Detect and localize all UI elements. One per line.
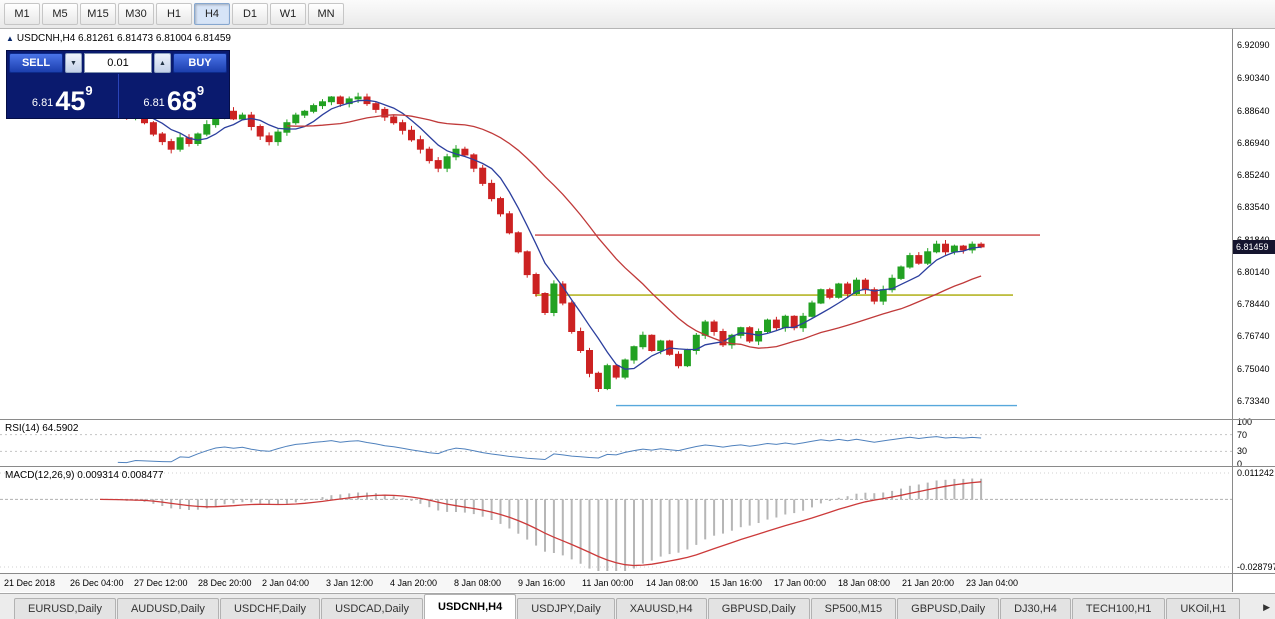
panel-divider[interactable] <box>0 419 1275 420</box>
time-axis-label: 21 Jan 20:00 <box>902 578 955 588</box>
buy-price-sup: 9 <box>196 83 205 98</box>
price-axis-label: 6.83540 <box>1237 202 1270 212</box>
price-axis-label: 6.92090 <box>1237 40 1270 50</box>
chart-tab-usdcnh-h4[interactable]: USDCNH,H4 <box>424 594 517 619</box>
chart-tab-sp500-m15[interactable]: SP500,M15 <box>810 598 897 619</box>
chart-tab-xauusd-h4[interactable]: XAUUSD,H4 <box>615 598 707 619</box>
time-axis-label: 2 Jan 04:00 <box>262 578 310 588</box>
volume-dropdown-icon[interactable]: ▼ <box>65 53 82 73</box>
macd-axis-label: -0.028797 <box>1237 562 1275 572</box>
time-axis-label: 14 Jan 08:00 <box>646 578 699 588</box>
buy-price-display[interactable]: 6.81 68 9 <box>117 74 230 118</box>
macd-axis-label: 0.011242 <box>1237 468 1274 478</box>
rsi-axis-label: 100 <box>1237 417 1253 427</box>
price-axis-label: 6.75040 <box>1237 364 1270 374</box>
chart-title: ▲ USDCNH,H4 6.81261 6.81473 6.81004 6.814… <box>6 33 231 44</box>
axis-divider <box>1232 29 1233 592</box>
time-axis-label: 27 Dec 12:00 <box>134 578 188 588</box>
tab-scroll-right-icon[interactable]: ▶ <box>1263 602 1270 612</box>
time-axis-label: 3 Jan 12:00 <box>326 578 374 588</box>
chart-workspace: ▲ USDCNH,H4 6.81261 6.81473 6.81004 6.814… <box>0 29 1275 593</box>
price-axis-label: 6.80140 <box>1237 267 1270 277</box>
sell-price-big: 45 <box>55 85 86 116</box>
chart-tab-audusd-daily[interactable]: AUDUSD,Daily <box>116 598 219 619</box>
chart-tab-usdjpy-daily[interactable]: USDJPY,Daily <box>517 598 615 619</box>
price-axis-label: 6.76740 <box>1237 331 1270 341</box>
timeframe-button-m5[interactable]: M5 <box>42 3 78 25</box>
timeframe-toolbar: M1 M5 M15 M30 H1 H4 D1 W1 MN <box>0 0 1275 29</box>
chart-tab-usdchf-daily[interactable]: USDCHF,Daily <box>219 598 321 619</box>
time-axis-label: 21 Dec 2018 <box>4 578 56 588</box>
volume-up-icon[interactable]: ▲ <box>154 53 171 73</box>
macd-chart[interactable] <box>0 467 1232 573</box>
price-axis: 6.92090 6.90340 6.88640 6.86940 6.85240 6.835… <box>1233 29 1275 592</box>
time-axis-label: 15 Jan 16:00 <box>710 578 763 588</box>
price-axis-label: 6.85240 <box>1237 170 1270 180</box>
price-axis-label: 6.73340 <box>1237 396 1270 406</box>
volume-field-wrap <box>84 53 152 73</box>
chart-tab-gbpusd-daily[interactable]: GBPUSD,Daily <box>707 598 810 619</box>
panel-divider[interactable] <box>0 466 1275 467</box>
price-axis-label: 6.86940 <box>1237 138 1270 148</box>
chart-symbol-period: USDCNH,H4 <box>16 33 76 44</box>
candlestick-chart[interactable] <box>0 29 1232 419</box>
chart-tab-dj30-h4[interactable]: DJ30,H4 <box>1000 598 1071 619</box>
price-axis-label: 6.88640 <box>1237 106 1270 116</box>
sell-price-display[interactable]: 6.81 45 9 <box>7 74 118 118</box>
time-axis-label: 28 Dec 20:00 <box>198 578 252 588</box>
timeframe-button-m15[interactable]: M15 <box>80 3 116 25</box>
time-axis-label: 23 Jan 04:00 <box>966 578 1019 588</box>
chart-ohlc-values: 6.81261 6.81473 6.81004 6.81459 <box>78 33 231 44</box>
timeframe-button-h1[interactable]: H1 <box>156 3 192 25</box>
time-axis-label: 26 Dec 04:00 <box>70 578 124 588</box>
rsi-axis-label: 0 <box>1237 459 1243 469</box>
time-axis-label: 18 Jan 08:00 <box>838 578 891 588</box>
buy-price-small: 6.81 <box>143 97 165 109</box>
chart-tab-ukoil-h1[interactable]: UKOil,H1 <box>1166 598 1241 619</box>
time-axis-label: 8 Jan 08:00 <box>454 578 502 588</box>
sell-price-sup: 9 <box>85 83 93 98</box>
macd-label: MACD(12,26,9) 0.009314 0.008477 <box>5 470 164 481</box>
timeframe-button-mn[interactable]: MN <box>308 3 344 25</box>
timeframe-button-h4[interactable]: H4 <box>194 3 230 25</box>
chart-tab-bar: EURUSD,Daily AUDUSD,Daily USDCHF,Daily USDC… <box>0 593 1275 619</box>
chart-tab-eurusd-daily[interactable]: EURUSD,Daily <box>14 598 116 619</box>
chart-tab-usdcad-daily[interactable]: USDCAD,Daily <box>321 598 424 619</box>
chart-tab-tech100-h1[interactable]: TECH100,H1 <box>1071 598 1166 619</box>
timeframe-button-w1[interactable]: W1 <box>270 3 306 25</box>
time-axis-label: 11 Jan 00:00 <box>582 578 634 588</box>
chart-marker-icon: ▲ <box>6 34 14 43</box>
time-axis: 21 Dec 2018 26 Dec 04:00 27 Dec 12:00 28 De… <box>0 574 1232 592</box>
buy-price-big: 68 <box>166 85 197 116</box>
timeframe-button-d1[interactable]: D1 <box>232 3 268 25</box>
rsi-chart[interactable] <box>0 420 1232 466</box>
time-axis-label: 17 Jan 00:00 <box>774 578 827 588</box>
current-price-badge: 6.81459 <box>1233 240 1275 254</box>
chart-tab-gbpusd-daily[interactable]: GBPUSD,Daily <box>897 598 1000 619</box>
main-chart-panel[interactable]: ▲ USDCNH,H4 6.81261 6.81473 6.81004 6.814… <box>0 29 1232 419</box>
rsi-label: RSI(14) 64.5902 <box>5 423 79 434</box>
time-axis-label: 4 Jan 20:00 <box>390 578 438 588</box>
rsi-panel[interactable]: RSI(14) 64.5902 <box>0 420 1232 466</box>
price-axis-label: 6.78440 <box>1237 299 1270 309</box>
macd-panel[interactable]: MACD(12,26,9) 0.009314 0.008477 <box>0 467 1232 573</box>
rsi-axis-label: 70 <box>1237 430 1248 440</box>
sell-button[interactable]: SELL <box>9 53 63 73</box>
time-axis-label: 9 Jan 16:00 <box>518 578 566 588</box>
price-axis-label: 6.90340 <box>1237 73 1270 83</box>
timeframe-button-m30[interactable]: M30 <box>118 3 154 25</box>
one-click-trading-panel: SELL ▼ ▲ BUY 6.81 45 9 6.81 68 9 <box>6 50 230 119</box>
sell-price-small: 6.81 <box>31 97 54 109</box>
buy-button[interactable]: BUY <box>173 53 227 73</box>
timeframe-button-m1[interactable]: M1 <box>4 3 40 25</box>
panel-divider <box>0 573 1275 574</box>
rsi-axis-label: 30 <box>1237 446 1248 456</box>
volume-input[interactable] <box>84 53 152 73</box>
